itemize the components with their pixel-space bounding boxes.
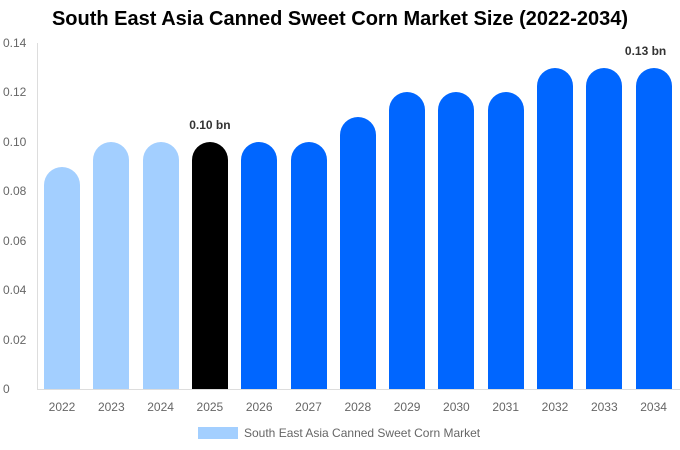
bar-2031[interactable]: [487, 92, 524, 389]
x-tick-label: 2028: [344, 400, 372, 414]
x-tick-label: 2030: [443, 400, 470, 414]
bar-2024[interactable]: [142, 141, 179, 389]
x-tick-label: 2027: [295, 400, 322, 414]
y-tick-label: 0.08: [3, 184, 27, 199]
y-tick-label: 0: [3, 382, 10, 396]
legend[interactable]: South East Asia Canned Sweet Corn Market: [198, 426, 480, 440]
x-tick-label: 2022: [48, 400, 76, 414]
bar-2028[interactable]: [339, 117, 376, 389]
legend-swatch: [198, 427, 238, 439]
x-tick-label: 2033: [590, 400, 618, 414]
chart-title: South East Asia Canned Sweet Corn Market…: [51, 8, 629, 30]
data-label: 0.13 bn: [624, 43, 667, 58]
bar-2033[interactable]: [586, 67, 623, 389]
y-tick-label: 0.12: [3, 85, 27, 100]
y-axis-line: [37, 43, 38, 389]
bar-2027[interactable]: [290, 141, 327, 389]
bar-2026[interactable]: [241, 141, 278, 389]
x-tick-label: 2026: [245, 400, 273, 414]
bar-2023[interactable]: [93, 141, 130, 389]
x-axis-line: [37, 389, 680, 390]
y-tick-label: 0.10: [3, 134, 27, 149]
bar-2022[interactable]: [44, 166, 80, 389]
legend-label: South East Asia Canned Sweet Corn Market: [244, 426, 481, 440]
y-tick-label: 0.14: [3, 36, 27, 50]
y-tick-label: 0.06: [3, 233, 27, 248]
x-tick-label: 2032: [541, 400, 569, 414]
bar-2029[interactable]: [389, 92, 426, 389]
y-tick-label: 0.04: [3, 283, 27, 298]
bar-2025[interactable]: [191, 141, 228, 389]
x-tick-label: 2025: [196, 400, 224, 414]
y-tick-label: 0.02: [3, 332, 27, 347]
x-tick-label: 2029: [393, 400, 421, 414]
x-tick-label: 2034: [640, 400, 667, 414]
data-label: 0.10 bn: [189, 117, 231, 132]
x-tick-label: 2031: [492, 400, 520, 414]
x-tick-label: 2024: [147, 400, 174, 414]
bar-2030[interactable]: [438, 92, 475, 389]
x-tick-label: 2023: [97, 400, 125, 414]
bar-2034[interactable]: [635, 67, 672, 389]
bar-2032[interactable]: [537, 67, 573, 389]
